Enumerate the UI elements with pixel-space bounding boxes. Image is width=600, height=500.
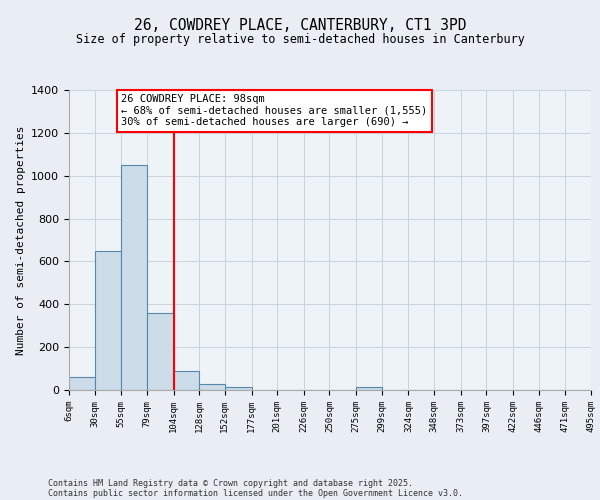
Bar — [356, 387, 382, 390]
Text: Contains public sector information licensed under the Open Government Licence v3: Contains public sector information licen… — [48, 488, 463, 498]
Bar — [147, 313, 173, 390]
Text: Size of property relative to semi-detached houses in Canterbury: Size of property relative to semi-detach… — [76, 32, 524, 46]
Text: Contains HM Land Registry data © Crown copyright and database right 2025.: Contains HM Land Registry data © Crown c… — [48, 478, 413, 488]
Y-axis label: Number of semi-detached properties: Number of semi-detached properties — [16, 125, 26, 355]
Bar — [121, 165, 147, 390]
Text: 26 COWDREY PLACE: 98sqm
← 68% of semi-detached houses are smaller (1,555)
30% of: 26 COWDREY PLACE: 98sqm ← 68% of semi-de… — [121, 94, 428, 128]
Text: 26, COWDREY PLACE, CANTERBURY, CT1 3PD: 26, COWDREY PLACE, CANTERBURY, CT1 3PD — [134, 18, 466, 32]
Bar — [225, 387, 251, 390]
Bar — [173, 370, 199, 390]
Bar — [69, 377, 95, 390]
Bar — [199, 384, 225, 390]
Bar — [95, 250, 121, 390]
